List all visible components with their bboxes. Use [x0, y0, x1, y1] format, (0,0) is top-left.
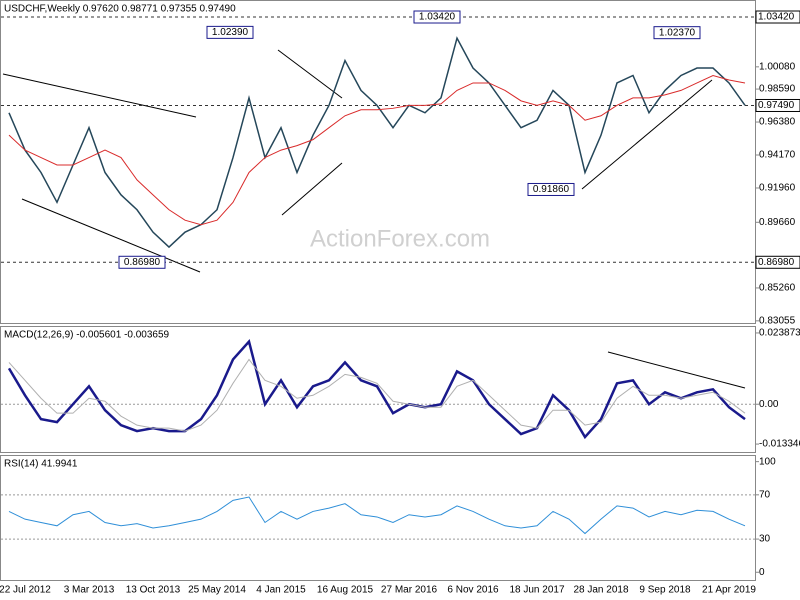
series-line — [8, 74, 746, 226]
annotation-box — [118, 255, 166, 269]
annotation-box — [527, 182, 575, 196]
rsi-title: RSI(14) 41.9941 — [4, 459, 78, 470]
y-tick-label: 0.85260 — [759, 283, 796, 294]
x-tick-label: 13 Oct 2013 — [126, 585, 181, 596]
series-line — [8, 496, 746, 535]
level-label: 1.03420 — [758, 12, 795, 23]
y-tick-label: -0.013346 — [759, 439, 800, 450]
annotation: 1.03420 — [419, 12, 456, 23]
y-tick-label: 0.83055 — [759, 315, 796, 326]
trendline — [607, 351, 746, 389]
x-tick-label: 21 Apr 2019 — [702, 585, 756, 596]
series-line — [8, 358, 746, 432]
x-tick-label: 9 Sep 2018 — [639, 585, 691, 596]
y-tick-label: 0.023873 — [759, 328, 800, 339]
macd-panel — [0, 326, 756, 453]
x-tick-label: 28 Jan 2018 — [573, 585, 628, 596]
trendlines — [2, 49, 746, 389]
y-tick-label: 100 — [759, 456, 776, 467]
series-line — [7, 338, 746, 440]
y-tick-label: 1.00080 — [759, 61, 796, 72]
annotation-box — [653, 26, 701, 40]
x-tick-label: 18 Jun 2017 — [509, 585, 564, 596]
trendline — [281, 162, 343, 216]
rsi-panel — [0, 455, 756, 581]
annotation: 0.91860 — [533, 184, 570, 195]
watermark: ActionForex.com — [310, 225, 490, 252]
x-tick-label: 25 May 2014 — [188, 585, 246, 596]
trendline — [21, 198, 201, 273]
annotation-box — [413, 10, 461, 24]
price-title: USDCHF,Weekly 0.97620 0.98771 0.97355 0.… — [4, 4, 236, 15]
x-tick-label: 27 Mar 2016 — [381, 585, 438, 596]
y-tick-label: 0.91960 — [759, 183, 796, 194]
y-tick-label: 0.96380 — [759, 117, 796, 128]
level-box — [755, 255, 800, 269]
x-tick-label: 3 Mar 2013 — [64, 585, 115, 596]
level-box — [755, 10, 800, 24]
x-tick-label: 22 Jul 2012 — [0, 585, 51, 596]
trendline — [2, 73, 197, 118]
macd-title: MACD(12,26,9) -0.005601 -0.003659 — [4, 330, 170, 341]
y-tick-label: 0.98590 — [759, 84, 796, 95]
x-tick-label: 6 Nov 2016 — [447, 585, 499, 596]
y-tick-label: 0.89660 — [759, 217, 796, 228]
annotation: 1.02370 — [659, 27, 696, 38]
trendline — [277, 49, 343, 99]
annotation: 0.86980 — [124, 257, 161, 268]
x-tick-label: 16 Aug 2015 — [317, 585, 374, 596]
level-label: 0.97490 — [758, 100, 795, 111]
series-line — [8, 36, 746, 249]
annotation: 1.02390 — [212, 27, 249, 38]
price-panel — [0, 0, 756, 324]
trendline — [581, 79, 713, 190]
x-tick-label: 4 Jan 2015 — [256, 585, 306, 596]
y-tick-label: 0.00 — [759, 399, 779, 410]
annotation-box — [206, 25, 254, 39]
level-label: 0.86980 — [758, 257, 795, 268]
level-box — [755, 98, 800, 112]
y-tick-label: 0 — [759, 567, 765, 578]
y-tick-label: 30 — [759, 534, 771, 545]
y-tick-label: 0.94170 — [759, 150, 796, 161]
y-tick-label: 70 — [759, 489, 771, 500]
